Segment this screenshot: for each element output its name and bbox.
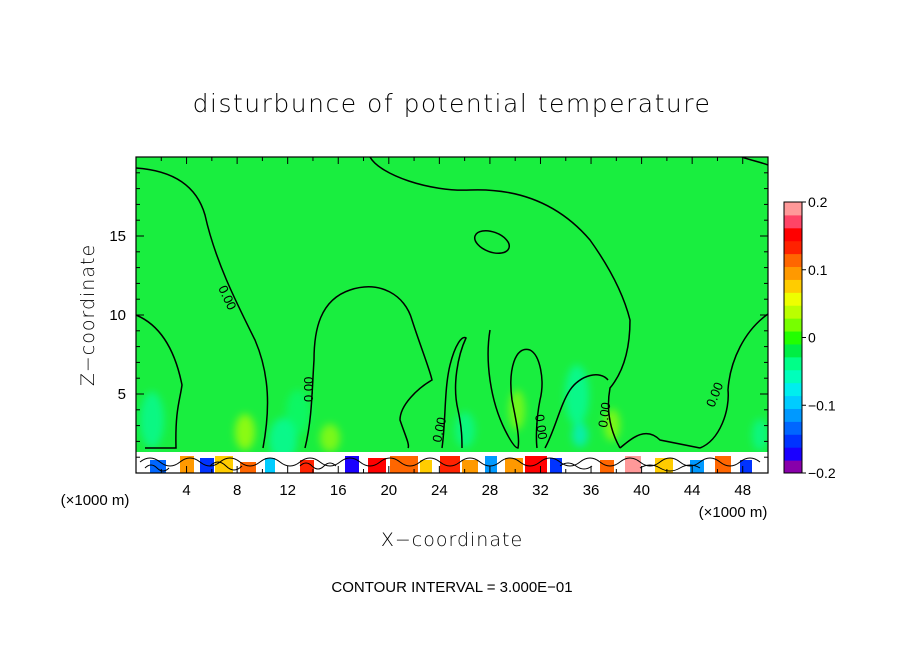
contour-line	[136, 167, 269, 449]
x-tick-label: 24	[431, 482, 448, 499]
surface-patch	[440, 456, 460, 473]
surface-patch	[600, 460, 614, 473]
colorbar-tick-label: 0	[808, 330, 816, 346]
contour-line	[441, 336, 467, 449]
y-tick-label: 10	[109, 307, 126, 324]
contour-line	[619, 433, 701, 449]
field-background	[136, 157, 768, 473]
anomaly-blob	[269, 418, 297, 462]
x-tick-label: 8	[233, 482, 241, 499]
anomaly-blob	[604, 409, 620, 441]
colorbar-swatch	[784, 292, 802, 306]
anomaly-blob	[320, 424, 340, 452]
colorbar-swatch	[784, 447, 802, 461]
y-tick-label: 15	[109, 228, 126, 245]
colorbar-swatch	[784, 214, 802, 229]
colorbar-tick-label: 0.1	[808, 262, 828, 278]
surface-contour	[139, 457, 761, 467]
y-axis-title: Z−coordinate	[77, 244, 99, 386]
contour-line	[473, 230, 511, 254]
contour-label: 0.00	[301, 377, 316, 402]
x-tick-label: 16	[330, 482, 347, 499]
surface-patch	[740, 460, 752, 473]
colorbar-swatch	[784, 434, 802, 448]
anomaly-blob	[572, 423, 588, 447]
x-tick-label: 32	[532, 482, 549, 499]
anomaly-blob	[286, 390, 310, 434]
x-tick-label: 28	[482, 482, 499, 499]
surface-patch	[345, 456, 359, 473]
contour-line	[304, 286, 433, 449]
anomaly-blob	[140, 392, 164, 448]
surface-patch	[265, 458, 275, 473]
colorbar	[783, 201, 803, 474]
surface-top	[136, 452, 768, 454]
colorbar-swatch	[784, 331, 802, 345]
x-axis: 4 8 12 16 20 24 28 32 36 40 44 48	[160, 157, 751, 499]
x-tick-label: 20	[380, 482, 397, 499]
x-axis-title: X−coordinate	[381, 529, 523, 551]
zero-contours	[136, 157, 768, 449]
colorbar-swatch	[784, 279, 802, 293]
anomaly-blobs	[140, 365, 768, 462]
x-tick-label: 44	[684, 482, 701, 499]
colorbar-swatch	[784, 266, 802, 280]
colorbar-swatch	[784, 460, 802, 474]
x-unit-label-right: (×1000 m)	[699, 504, 768, 521]
surface-patch	[240, 462, 256, 473]
contour-label: 0.00	[429, 416, 449, 444]
contour-line	[699, 313, 768, 449]
x-tick-label: 4	[182, 482, 190, 499]
colorbar-swatch	[784, 356, 802, 371]
contour-line	[741, 157, 768, 166]
surface-patch	[655, 458, 673, 473]
colorbar-swatch	[784, 240, 802, 255]
contour-line	[136, 314, 183, 449]
colorbar-swatch	[784, 343, 802, 358]
x-tick-label: 48	[734, 482, 751, 499]
x-tick-label: 36	[583, 482, 600, 499]
contour-line	[487, 329, 543, 449]
chart-title: disturbunce of potential temperature	[193, 89, 712, 118]
y-axis: 5 10 15	[109, 172, 768, 458]
surface-layer	[136, 452, 768, 473]
x-tick-label: 40	[633, 482, 650, 499]
colorbar-swatch	[784, 318, 802, 332]
anomaly-blob	[565, 365, 589, 425]
colorbar-swatch	[784, 421, 802, 435]
colorbar-swatch	[784, 253, 802, 268]
contour-label: 0.00	[532, 413, 550, 440]
x-tick-label: 12	[279, 482, 296, 499]
colorbar-swatch	[784, 395, 802, 409]
surface-patch	[462, 460, 478, 473]
anomaly-blob	[235, 414, 255, 450]
contour-line	[369, 157, 631, 449]
x-unit-label-left: (×1000 m)	[61, 492, 130, 509]
colorbar-tick-label: −0.2	[808, 465, 836, 481]
contour-label: 0.00	[595, 401, 613, 428]
anomaly-blob	[455, 412, 475, 448]
colorbar-swatch	[784, 369, 802, 384]
colorbar-swatch	[784, 382, 802, 397]
surface-patch	[368, 458, 386, 473]
colorbar-tick-label: −0.1	[808, 397, 836, 413]
surface-patch	[420, 460, 432, 473]
anomaly-blob	[752, 419, 768, 451]
contour-line	[544, 374, 609, 449]
colorbar-ticks: 0.2 0.1 0 −0.1 −0.2	[802, 194, 836, 481]
y-tick-label: 5	[118, 386, 126, 403]
colorbar-swatch	[784, 202, 802, 216]
colorbar-swatch	[784, 305, 802, 319]
plot-field: 0.00 0.00 0.00 0.00 0.00 0.00	[136, 157, 768, 473]
colorbar-swatch	[784, 227, 802, 242]
surface-patch	[505, 458, 523, 473]
contour-interval-text: CONTOUR INTERVAL = 3.000E−01	[331, 579, 572, 596]
anomaly-blob	[509, 390, 525, 430]
colorbar-swatch	[784, 408, 802, 422]
surface-contour	[144, 461, 701, 472]
surface-patch	[485, 456, 497, 473]
colorbar-tick-label: 0.2	[808, 194, 828, 210]
